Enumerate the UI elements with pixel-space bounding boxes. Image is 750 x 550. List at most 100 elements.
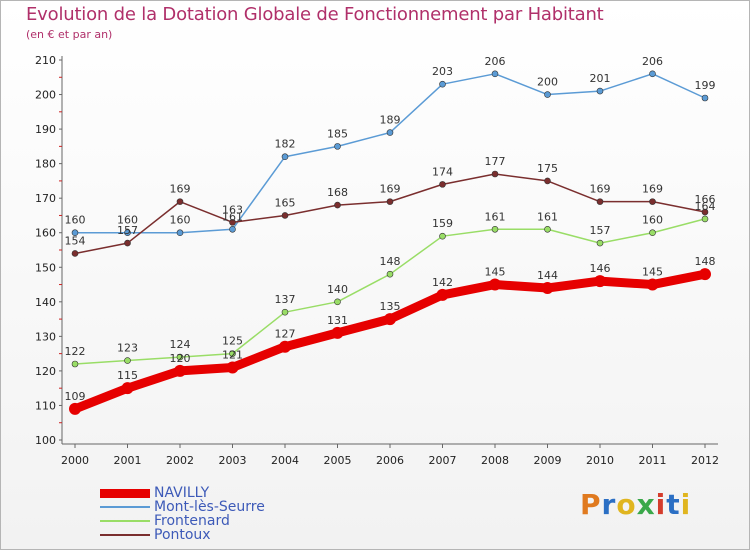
y-tick-label: 190 [35, 123, 56, 136]
y-tick-label: 100 [35, 434, 56, 447]
axes: 100 110 120 130 140 150 160 170 180 190 200 210 2000… [35, 54, 719, 467]
data-label: 161 [537, 210, 558, 223]
data-point [544, 225, 551, 233]
data-label: 122 [65, 345, 86, 358]
data-label: 154 [65, 234, 86, 247]
data-label: 177 [485, 155, 506, 168]
x-tick-label: 2012 [691, 454, 719, 467]
x-tick-label: 2010 [586, 454, 614, 467]
legend-label: Frontenard [154, 513, 230, 529]
x-tick-label: 2003 [219, 454, 247, 467]
data-label: 160 [170, 214, 191, 227]
data-label: 201 [590, 72, 611, 85]
data-label: 168 [327, 186, 348, 199]
data-label: 203 [432, 65, 453, 78]
chart-subtitle: (en € et par an) [26, 28, 113, 41]
legend-swatch [100, 506, 150, 508]
data-label: 157 [117, 224, 138, 237]
y-tick-label: 170 [35, 192, 56, 205]
data-label: 144 [537, 269, 558, 282]
data-point [701, 215, 709, 223]
legend-swatch [100, 488, 150, 498]
data-point [71, 229, 79, 237]
data-label: 135 [380, 300, 401, 313]
data-point [596, 239, 604, 247]
data-label: 160 [65, 214, 86, 227]
data-label: 199 [695, 79, 716, 92]
data-label: 160 [642, 214, 663, 227]
y-tick-label: 110 [35, 399, 56, 412]
x-tick-label: 2001 [114, 454, 142, 467]
data-label: 148 [380, 255, 401, 268]
legend-label: NAVILLY [154, 485, 210, 501]
data-point [439, 232, 446, 240]
data-point [439, 80, 446, 88]
data-point [229, 225, 236, 233]
legend-swatch [100, 520, 150, 522]
data-label: 161 [485, 210, 506, 223]
data-label: 161 [222, 210, 243, 223]
data-label: 185 [327, 127, 348, 140]
data-point [649, 229, 656, 237]
data-label: 137 [275, 293, 296, 306]
data-point [594, 275, 606, 288]
data-point [596, 87, 604, 95]
x-tick-label: 2009 [534, 454, 562, 467]
data-point [334, 143, 341, 150]
data-point [491, 170, 499, 178]
data-label: 166 [695, 193, 716, 206]
legend-label: Mont-lès-Seurre [154, 499, 265, 515]
data-point [176, 229, 184, 237]
data-point [701, 94, 709, 102]
data-label: 164 [695, 200, 716, 213]
data-label: 120 [170, 352, 191, 365]
data-label: 160 [117, 214, 138, 227]
data-point [69, 402, 81, 415]
data-point [646, 278, 659, 291]
data-point [279, 340, 291, 353]
data-point [439, 181, 446, 188]
data-point [386, 129, 394, 136]
data-point [281, 212, 289, 219]
y-tick-label: 180 [35, 158, 56, 171]
data-point [124, 229, 131, 237]
series-line-mont-l-s-seurre [75, 73, 706, 234]
data-point [544, 91, 551, 98]
data-label: 200 [537, 76, 558, 89]
data-label: 169 [590, 183, 611, 196]
data-point [176, 353, 184, 361]
data-label: 115 [117, 369, 138, 382]
data-label: 142 [432, 276, 453, 289]
data-label: 175 [537, 162, 558, 175]
x-tick-label: 2008 [481, 454, 509, 467]
x-tick-label: 2002 [166, 454, 194, 467]
y-tick-label: 150 [35, 261, 56, 274]
data-label: 206 [485, 55, 506, 68]
data-label: 159 [432, 217, 453, 230]
legend-item: Frontenard [100, 514, 230, 528]
data-label: 165 [275, 196, 296, 209]
x-tick-label: 2000 [61, 454, 89, 467]
data-label: 169 [642, 183, 663, 196]
data-label: 182 [275, 138, 296, 151]
data-label: 145 [642, 266, 663, 279]
data-point [226, 361, 239, 374]
data-label: 163 [222, 203, 243, 216]
y-tick-label: 200 [35, 89, 56, 102]
data-point [386, 198, 394, 205]
legend-item: Mont-lès-Seurre [100, 500, 265, 514]
data-point [281, 153, 289, 161]
data-point [436, 288, 449, 301]
y-tick-label: 130 [35, 330, 56, 343]
data-point [174, 364, 186, 377]
data-label: 169 [170, 183, 191, 196]
x-tick-label: 2011 [639, 454, 667, 467]
data-point [489, 278, 501, 291]
data-point [121, 382, 134, 395]
data-point [699, 268, 711, 281]
data-point [176, 198, 184, 205]
y-tick-label: 160 [35, 227, 56, 240]
data-label: 157 [590, 224, 611, 237]
data-point [649, 70, 656, 78]
data-point [229, 350, 236, 357]
